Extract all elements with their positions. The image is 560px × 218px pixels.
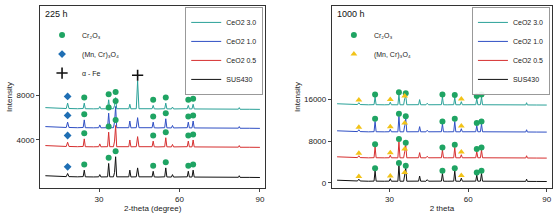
svg-text:Cr₂O₃: Cr₂O₃ xyxy=(374,32,393,39)
svg-text:2-theta (degree): 2-theta (degree) xyxy=(124,204,182,213)
svg-text:16000: 16000 xyxy=(304,95,327,104)
svg-text:60: 60 xyxy=(464,195,473,204)
svg-text:CeO2 3.0: CeO2 3.0 xyxy=(226,19,256,26)
svg-text:CeO2 0.5: CeO2 0.5 xyxy=(226,57,256,64)
svg-text:SUS430: SUS430 xyxy=(513,76,539,83)
svg-text:(Mn, Cr)₃O₄: (Mn, Cr)₃O₄ xyxy=(374,51,411,59)
svg-text:SUS430: SUS430 xyxy=(226,76,252,83)
svg-text:90: 90 xyxy=(255,195,264,204)
svg-text:0: 0 xyxy=(322,179,327,188)
svg-text:CeO2 0.5: CeO2 0.5 xyxy=(513,57,543,64)
svg-text:CeO2 1.0: CeO2 1.0 xyxy=(226,38,256,45)
svg-text:8000: 8000 xyxy=(17,91,35,100)
svg-text:8000: 8000 xyxy=(308,137,326,146)
svg-text:CeO2 3.0: CeO2 3.0 xyxy=(513,19,543,26)
svg-text:α - Fe: α - Fe xyxy=(82,70,101,77)
svg-text:Cr₂O₃: Cr₂O₃ xyxy=(82,32,101,39)
svg-text:2 theta: 2 theta xyxy=(430,204,455,213)
svg-text:Intensity: Intensity xyxy=(5,82,14,112)
svg-text:30: 30 xyxy=(385,195,394,204)
svg-text:225 h: 225 h xyxy=(45,9,68,19)
svg-text:(Mn, Cr)₃O₄: (Mn, Cr)₃O₄ xyxy=(82,51,119,59)
svg-text:90: 90 xyxy=(542,195,551,204)
svg-text:30: 30 xyxy=(95,195,104,204)
svg-text:4000: 4000 xyxy=(17,136,35,145)
svg-text:60: 60 xyxy=(175,195,184,204)
svg-text:Intensity: Intensity xyxy=(293,82,302,112)
svg-text:1000 h: 1000 h xyxy=(337,9,365,19)
svg-text:CeO2 1.0: CeO2 1.0 xyxy=(513,38,543,45)
